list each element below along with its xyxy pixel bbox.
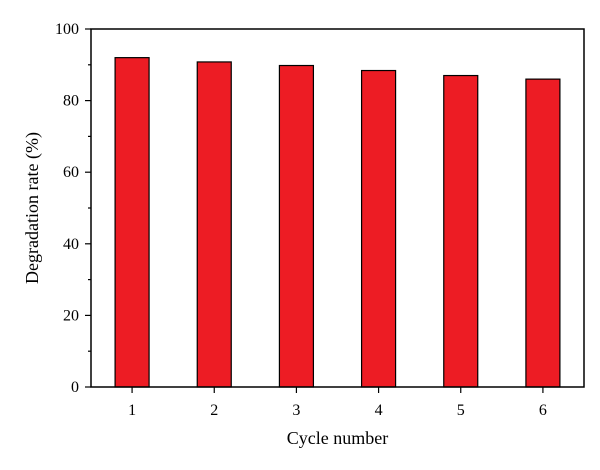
bars-group bbox=[114, 57, 561, 388]
bar-cycle-3 bbox=[278, 64, 315, 388]
y-axis-label: Degradation rate (%) bbox=[22, 132, 43, 284]
y-tick-label: 60 bbox=[63, 164, 79, 181]
y-axis-ticks: 0 20 40 60 80 100 bbox=[55, 21, 91, 396]
bar-cycle-1 bbox=[114, 57, 150, 388]
x-axis-label: Cycle number bbox=[287, 428, 388, 448]
x-tick-label: 1 bbox=[128, 402, 136, 419]
bar-cycle-2 bbox=[196, 61, 232, 388]
bar-cycle-5 bbox=[443, 74, 479, 388]
bar-cycle-6 bbox=[525, 78, 561, 388]
x-tick-label: 5 bbox=[457, 402, 465, 419]
x-tick-label: 3 bbox=[292, 402, 300, 419]
x-tick-label: 6 bbox=[539, 402, 547, 419]
bar-cycle-4 bbox=[360, 69, 397, 388]
y-tick-label: 0 bbox=[71, 379, 79, 396]
y-tick-label: 80 bbox=[63, 93, 79, 110]
x-tick-label: 4 bbox=[375, 402, 383, 419]
y-tick-label: 100 bbox=[55, 21, 79, 38]
y-tick-label: 40 bbox=[63, 236, 79, 253]
plot-frame bbox=[90, 28, 585, 388]
x-axis-ticks: 1 2 3 4 5 6 bbox=[128, 387, 547, 419]
x-tick-label: 2 bbox=[210, 402, 218, 419]
y-tick-label: 20 bbox=[63, 307, 79, 324]
